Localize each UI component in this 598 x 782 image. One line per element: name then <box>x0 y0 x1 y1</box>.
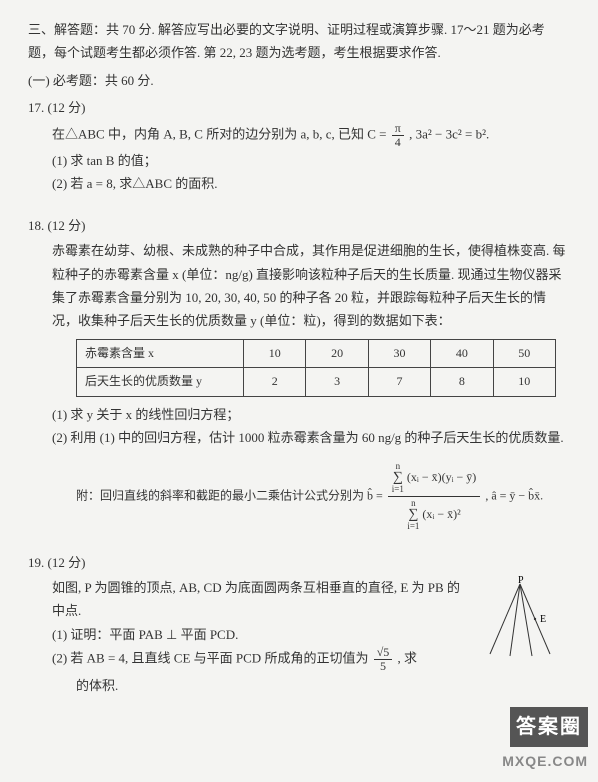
cone-figure: P E <box>480 576 570 673</box>
bhat-fraction: n ∑ i=1 (xᵢ − x̄)(yᵢ − ȳ) n ∑ i=1 (xᵢ − … <box>388 460 481 533</box>
sum-bot-expr: (xᵢ − x̄)² <box>422 506 460 520</box>
q17-stem: 在△ABC 中，内角 A, B, C 所对的边分别为 a, b, c, 已知 C… <box>52 122 570 149</box>
sum-i: i=1 <box>392 484 404 494</box>
q17-number: 17. (12 分) <box>28 96 570 119</box>
watermark: 答案圈 MXQE.COM <box>502 707 588 774</box>
cell: 30 <box>368 339 430 368</box>
q18-formula: 附：回归直线的斜率和截距的最小二乘估计公式分别为 b̂ = n ∑ i=1 (x… <box>76 460 570 533</box>
table-row: 后天生长的优质数量 y 2 3 7 8 10 <box>77 368 556 397</box>
row2-label: 后天生长的优质数量 y <box>77 368 244 397</box>
formula-mid: , â = ȳ − b̂x̄. <box>485 488 543 502</box>
watermark-top: 答案圈 <box>510 707 588 747</box>
cell: 20 <box>306 339 368 368</box>
row1-label: 赤霉素含量 x <box>77 339 244 368</box>
sum-i2: i=1 <box>407 521 419 531</box>
label-E: E <box>540 614 546 625</box>
q17-frac-den: 4 <box>392 136 404 149</box>
label-P: P <box>518 576 524 586</box>
cell: 10 <box>244 339 306 368</box>
sum-sigma: ∑ <box>393 470 403 485</box>
q18-number: 18. (12 分) <box>28 214 570 237</box>
q19-frac-num: √5 <box>374 646 393 660</box>
q17-text-b: , 3a² − 3c² = b². <box>409 126 489 141</box>
q18-table: 赤霉素含量 x 10 20 30 40 50 后天生长的优质数量 y 2 3 7… <box>76 339 556 397</box>
q19-p2-cont: 的体积. <box>52 674 570 697</box>
q17-frac-num: π <box>392 122 404 136</box>
q17-text-a: 在△ABC 中，内角 A, B, C 所对的边分别为 a, b, c, 已知 C… <box>52 126 390 141</box>
watermark-bottom: MXQE.COM <box>502 749 588 774</box>
q19-fraction: √5 5 <box>374 646 393 673</box>
cell: 8 <box>431 368 493 397</box>
q19-p2a: (2) 若 AB = 4, 且直线 CE 与平面 PCD 所成角的正切值为 <box>52 651 372 666</box>
question-18: 18. (12 分) 赤霉素在幼芽、幼根、未成熟的种子中合成，其作用是促进细胞的… <box>28 214 570 533</box>
q17-fraction: π 4 <box>392 122 404 149</box>
sum-sigma2: ∑ <box>408 507 418 522</box>
q18-part1: (1) 求 y 关于 x 的线性回归方程； <box>52 403 570 426</box>
cell: 7 <box>368 368 430 397</box>
cell: 10 <box>493 368 555 397</box>
q17-part1: (1) 求 tan B 的值； <box>52 149 570 172</box>
subsection-header: (一) 必考题：共 60 分. <box>28 69 570 92</box>
q19-frac-den: 5 <box>374 660 393 673</box>
sum-top-expr: (xᵢ − x̄)(yᵢ − ȳ) <box>407 469 476 483</box>
table-row: 赤霉素含量 x 10 20 30 40 50 <box>77 339 556 368</box>
q18-part2: (2) 利用 (1) 中的回归方程，估计 1000 粒赤霉素含量为 60 ng/… <box>52 426 570 449</box>
cell: 50 <box>493 339 555 368</box>
cell: 3 <box>306 368 368 397</box>
section-header: 三、解答题：共 70 分. 解答应写出必要的文字说明、证明过程或演算步骤. 17… <box>28 18 570 65</box>
cell: 40 <box>431 339 493 368</box>
q19-number: 19. (12 分) <box>28 551 570 574</box>
question-17: 17. (12 分) 在△ABC 中，内角 A, B, C 所对的边分别为 a,… <box>28 96 570 196</box>
question-19: 19. (12 分) P E 如图, P 为圆锥的顶点, AB, CD 为底面圆… <box>28 551 570 697</box>
formula-pre: 附：回归直线的斜率和截距的最小二乘估计公式分别为 b̂ = <box>76 488 386 502</box>
q19-p2b: , 求 <box>398 651 418 666</box>
q17-part2: (2) 若 a = 8, 求△ABC 的面积. <box>52 172 570 195</box>
q18-para: 赤霉素在幼芽、幼根、未成熟的种子中合成，其作用是促进细胞的生长，使得植株变高. … <box>52 239 570 333</box>
cell: 2 <box>244 368 306 397</box>
